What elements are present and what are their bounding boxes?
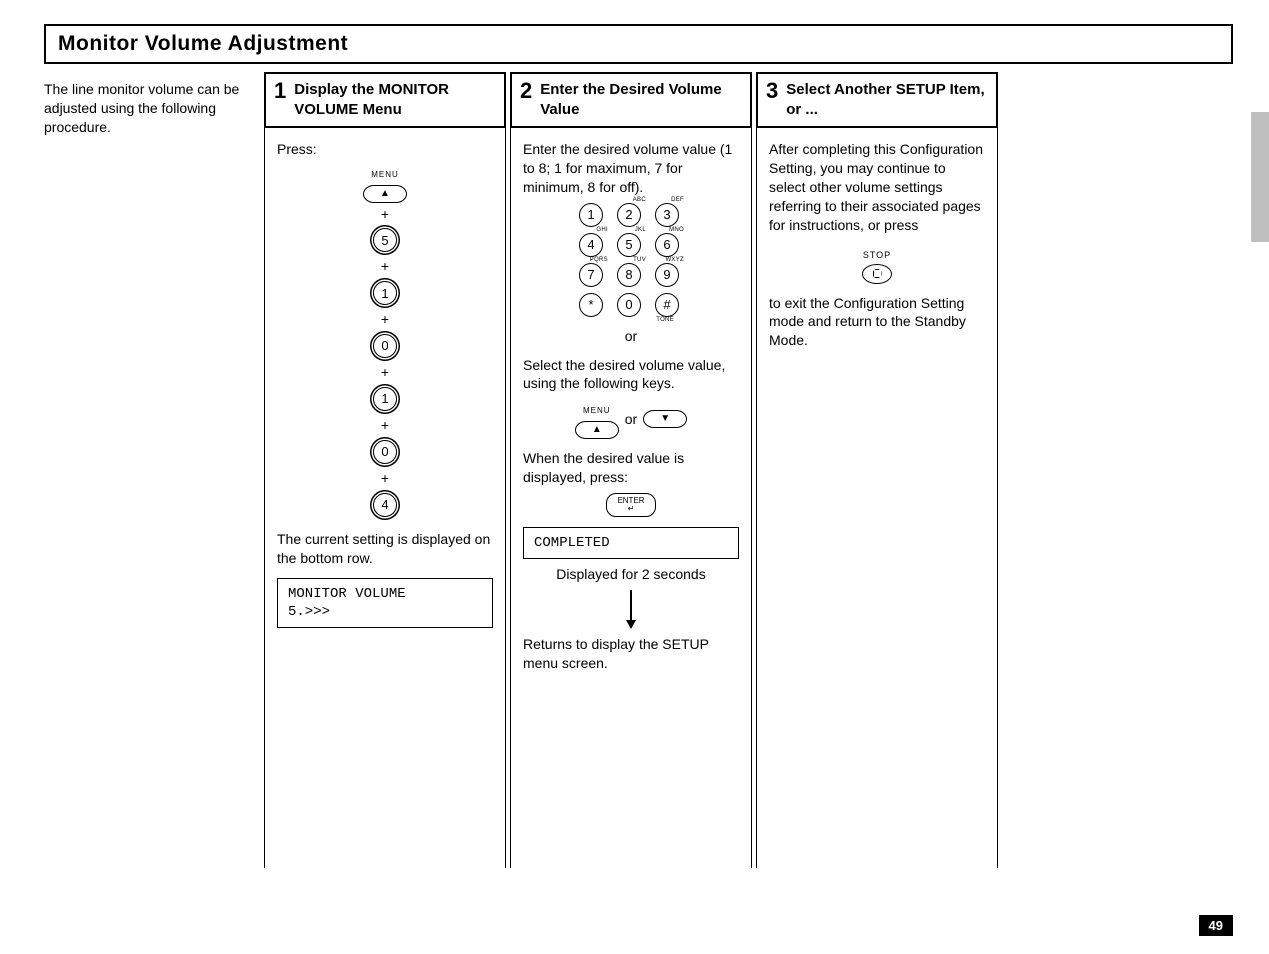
stop-label: STOP	[863, 249, 891, 261]
step-3-para1: After completing this Configuration Sett…	[769, 140, 985, 234]
step-3-number: 3	[766, 80, 778, 102]
returns-text: Returns to display the SETUP menu screen…	[523, 635, 739, 673]
keypad-0[interactable]: 0	[617, 293, 641, 317]
step-3-header: 3 Select Another SETUP Item, or ...	[756, 72, 998, 128]
plus-icon: +	[277, 205, 493, 224]
steps: 1 Display the MONITOR VOLUME Menu Press:…	[264, 72, 998, 868]
plus-icon: +	[277, 363, 493, 382]
section-title: Monitor Volume Adjustment	[44, 24, 1233, 64]
step-1-title: Display the MONITOR VOLUME Menu	[294, 80, 496, 119]
step-3-body: After completing this Configuration Sett…	[756, 128, 998, 868]
key-sequence: MENU ▲ + 5 + 1 + 0 + 1 + 0 + 4	[277, 163, 493, 520]
nav-up-button[interactable]: ▲	[575, 421, 619, 439]
side-tab	[1251, 112, 1269, 242]
step-2-title: Enter the Desired Volume Value	[540, 80, 742, 119]
stop-button[interactable]: STOP	[862, 249, 892, 283]
step-3: 3 Select Another SETUP Item, or ... Afte…	[756, 72, 998, 868]
step-2-number: 2	[520, 80, 532, 102]
arrow-down-icon	[626, 620, 636, 629]
page-number: 49	[1199, 915, 1233, 936]
keypad-6[interactable]: 6MNO	[655, 233, 679, 257]
keypad-7[interactable]: 7PQRS	[579, 263, 603, 287]
step-1-body: Press: MENU ▲ + 5 + 1 + 0 + 1 + 0	[264, 128, 506, 868]
key-0[interactable]: 0	[373, 440, 397, 464]
plus-icon: +	[277, 416, 493, 435]
key-4[interactable]: 4	[373, 493, 397, 517]
enter-button[interactable]: ENTER↵	[606, 493, 655, 517]
nav-or-label: or	[625, 410, 637, 429]
keypad-9[interactable]: 9WXYZ	[655, 263, 679, 287]
key-0[interactable]: 0	[373, 334, 397, 358]
step-1-note: The current setting is displayed on the …	[277, 530, 493, 568]
nav-down-button[interactable]: ▼	[643, 410, 687, 428]
step-1-header: 1 Display the MONITOR VOLUME Menu	[264, 72, 506, 128]
step-2: 2 Enter the Desired Volume Value Enter t…	[510, 72, 752, 868]
keypad-5[interactable]: 5JKL	[617, 233, 641, 257]
displayed-note: Displayed for 2 seconds	[523, 565, 739, 584]
plus-icon: +	[277, 310, 493, 329]
keypad-3[interactable]: 3DEF	[655, 203, 679, 227]
step-3-para2: to exit the Configuration Setting mode a…	[769, 294, 985, 351]
step-1: 1 Display the MONITOR VOLUME Menu Press:…	[264, 72, 506, 868]
lcd-display: MONITOR VOLUME 5.>>>	[277, 578, 493, 628]
intro-text: The line monitor volume can be adjusted …	[44, 72, 264, 137]
plus-icon: +	[277, 257, 493, 276]
keypad-hash[interactable]: #TONE	[655, 293, 679, 317]
keypad-4[interactable]: 4GHI	[579, 233, 603, 257]
step-1-number: 1	[274, 80, 286, 102]
select-text: Select the desired volume value, using t…	[523, 356, 739, 394]
menu-label: MENU	[371, 170, 399, 181]
keypad-star[interactable]: *	[579, 293, 603, 317]
keypad-8[interactable]: 8TUV	[617, 263, 641, 287]
numeric-keypad: 1 2ABC 3DEF 4GHI 5JKL 6MNO 7PQRS 8TUV 9W…	[523, 203, 739, 317]
key-5[interactable]: 5	[373, 228, 397, 252]
arrow-stem-icon	[630, 590, 632, 620]
when-text: When the desired value is displayed, pre…	[523, 449, 739, 487]
nav-buttons: MENU ▲ or ▼	[523, 399, 739, 439]
keypad-2[interactable]: 2ABC	[617, 203, 641, 227]
menu-up-button[interactable]: ▲	[363, 185, 407, 203]
menu-label: MENU	[583, 406, 611, 417]
press-label: Press:	[277, 140, 493, 159]
stop-icon	[862, 264, 892, 284]
keypad-1[interactable]: 1	[579, 203, 603, 227]
content-row: The line monitor volume can be adjusted …	[44, 72, 1233, 868]
step-2-instruction: Enter the desired volume value (1 to 8; …	[523, 140, 739, 197]
step-2-body: Enter the desired volume value (1 to 8; …	[510, 128, 752, 868]
manual-page: Monitor Volume Adjustment The line monit…	[0, 0, 1269, 954]
plus-icon: +	[277, 469, 493, 488]
key-1[interactable]: 1	[373, 281, 397, 305]
lcd-completed: COMPLETED	[523, 527, 739, 559]
step-2-header: 2 Enter the Desired Volume Value	[510, 72, 752, 128]
key-1[interactable]: 1	[373, 387, 397, 411]
or-label: or	[523, 327, 739, 346]
step-3-title: Select Another SETUP Item, or ...	[786, 80, 988, 119]
